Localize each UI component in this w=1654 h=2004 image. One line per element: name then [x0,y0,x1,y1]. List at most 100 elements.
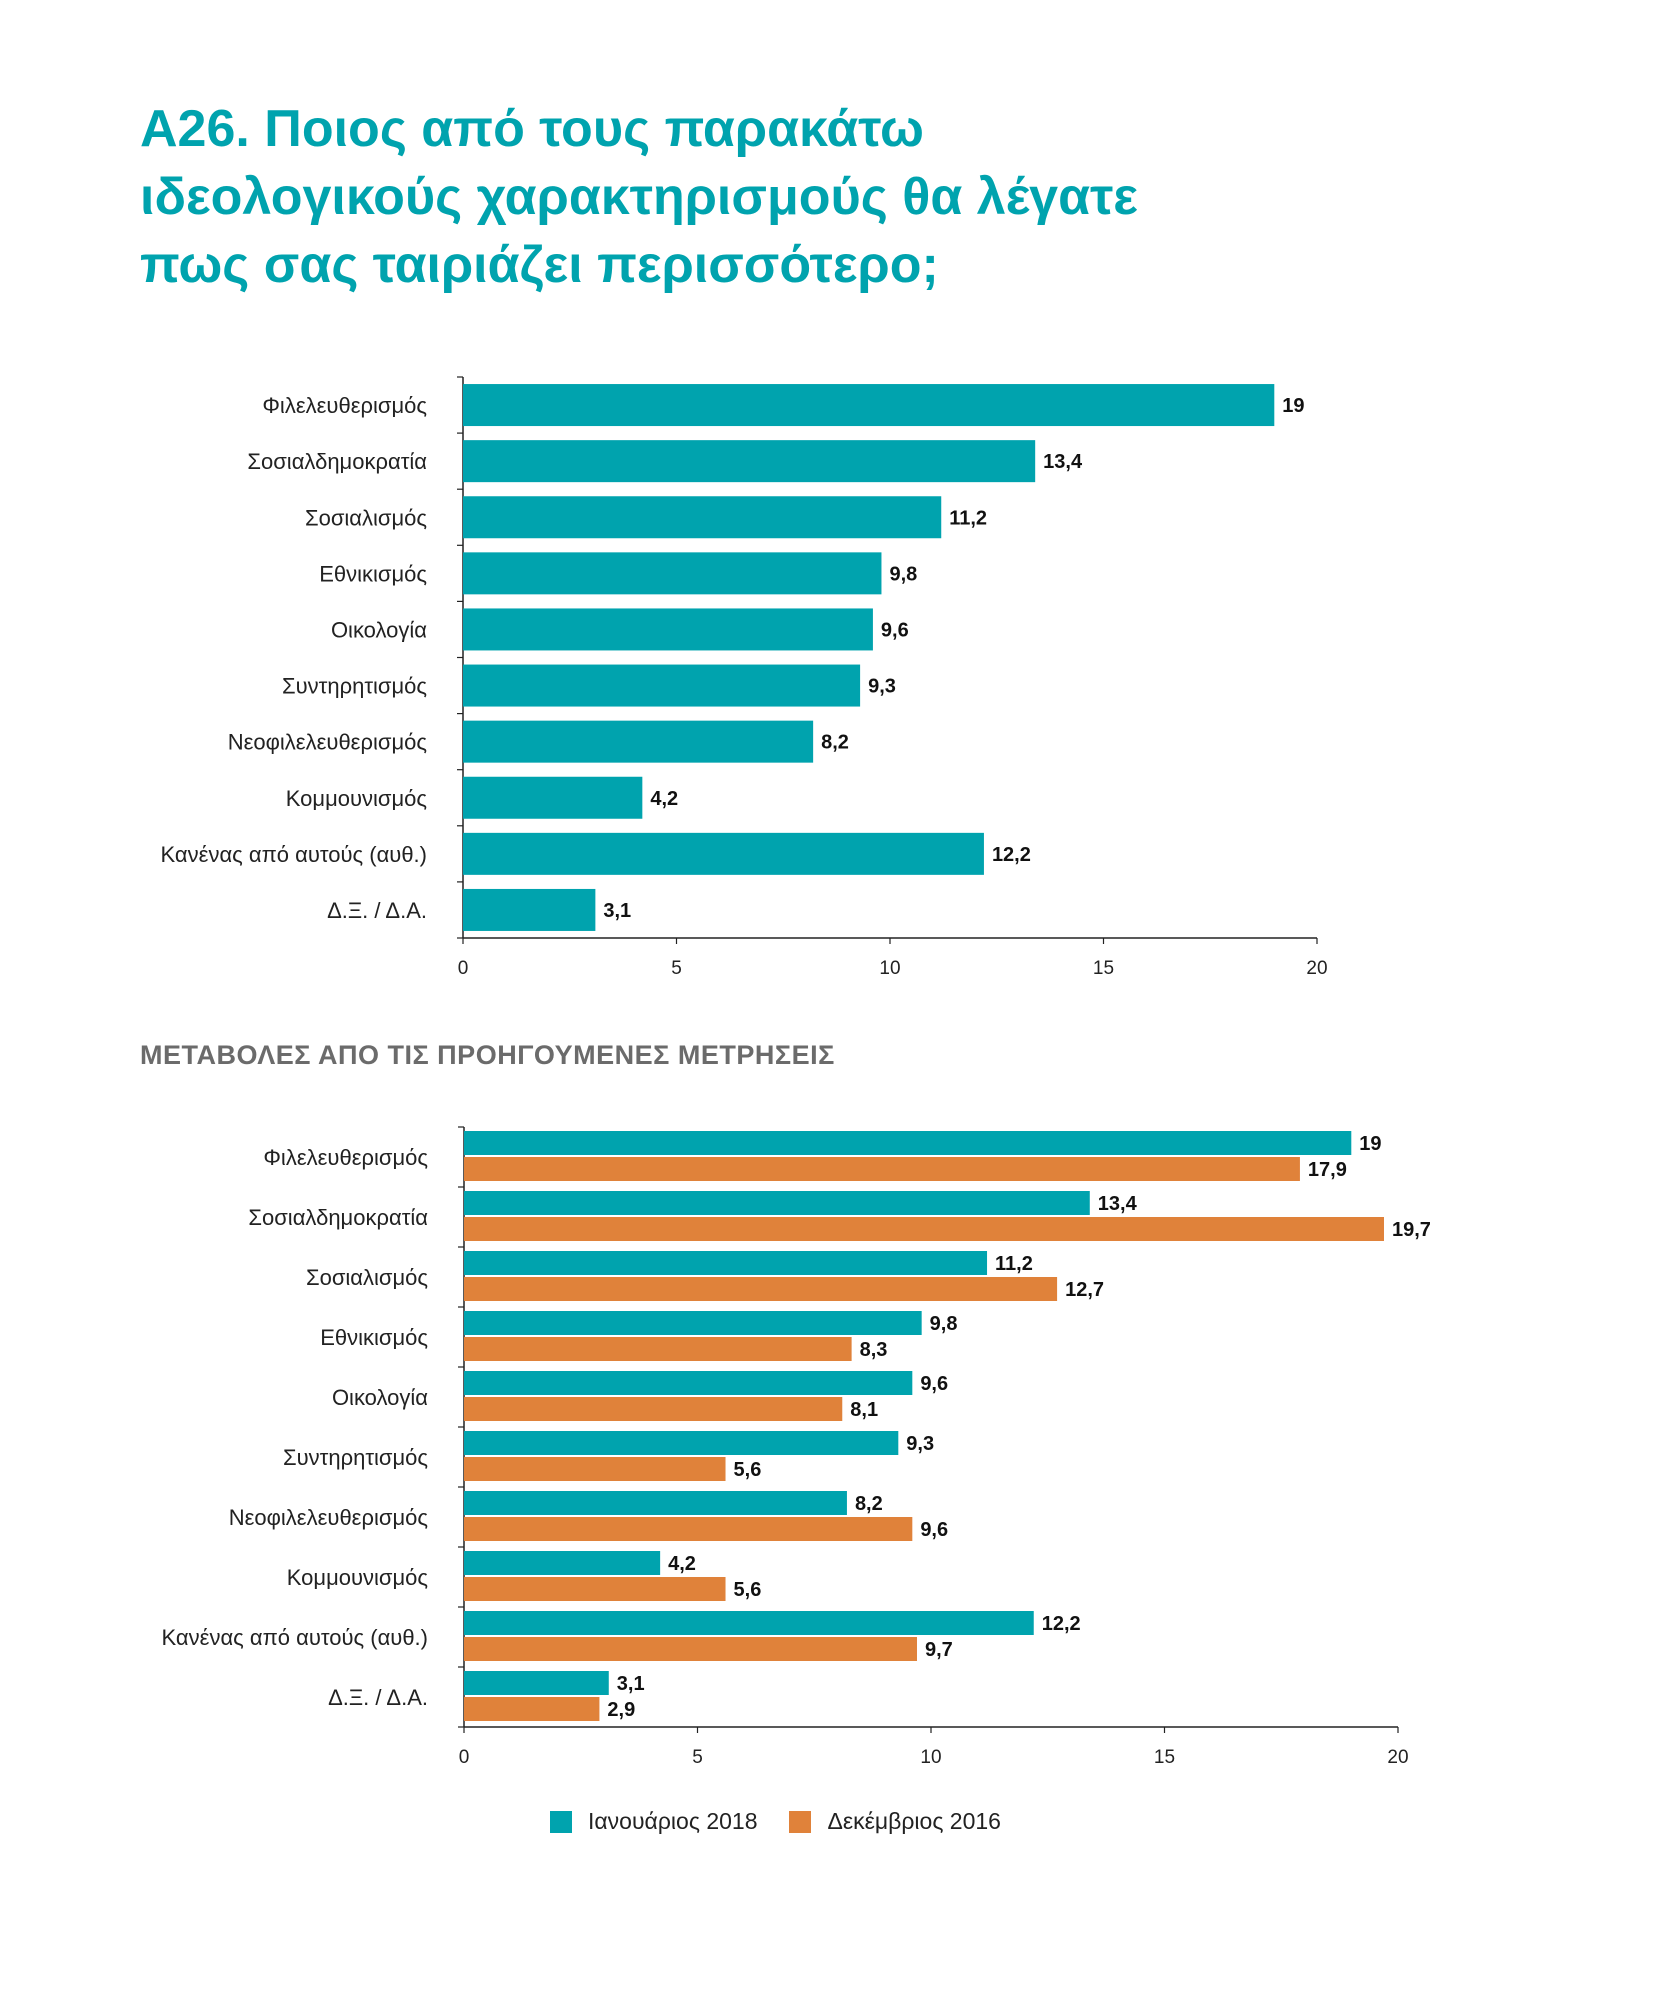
category-label: Εθνικισμός [319,561,427,586]
category-label: Κανένας από αυτούς (αυθ.) [162,1625,428,1650]
value-label: 13,4 [1043,451,1083,473]
value-label: 13,4 [1098,1193,1138,1215]
chart-single-series: 0 5 10 15 20 Φιλελευθερισμός 19 Σοσιαλδημοκρατί… [161,376,1328,979]
bar [464,1157,1300,1181]
value-label: 9,6 [881,619,909,641]
bar [463,664,861,707]
x-tick-label: 20 [1387,1747,1408,1768]
value-label: 9,7 [925,1639,953,1661]
value-label: 12,2 [1042,1613,1081,1635]
value-label: 3,1 [617,1673,645,1695]
category-label: Φιλελευθερισμός [263,1145,428,1170]
legend-swatch-orange [789,1810,812,1833]
category-label: Κομμουνισμός [286,786,427,811]
value-label: 17,9 [1308,1159,1347,1181]
category-label: Συντηρητισμός [283,1445,428,1470]
value-label: 12,2 [992,844,1031,866]
legend-label-jan-2018: Ιανουάριος 2018 [588,1808,758,1834]
title-line-1: Α26. Ποιος από τους παρακάτω [140,100,924,158]
bar [464,1517,913,1541]
value-label: 12,7 [1065,1279,1104,1301]
bar [464,1577,726,1601]
bar [464,1491,847,1515]
bar [464,1251,988,1275]
value-label: 9,8 [889,563,917,585]
title-line-3: πως σας ταιριάζει περισσότερο; [140,236,939,294]
category-label: Δ.Ξ. / Δ.Α. [327,898,427,923]
bar [464,1397,843,1421]
category-label: Συντηρητισμός [282,674,427,699]
bar [464,1131,1352,1155]
value-label: 11,2 [995,1253,1033,1275]
category-label: Κανένας από αυτούς (αυθ.) [161,842,427,867]
category-label: Κομμουνισμός [287,1565,428,1590]
legend: Ιανουάριος 2018 Δεκέμβριος 2016 [550,1808,1033,1835]
value-label: 9,8 [930,1313,958,1335]
value-label: 8,1 [850,1399,878,1421]
value-label: 9,6 [920,1373,948,1395]
value-label: 8,2 [855,1493,883,1515]
category-label: Νεοφιλελευθερισμός [229,1505,428,1530]
comparison-subtitle: ΜΕΤΑΒΟΛΕΣ ΑΠΟ ΤΙΣ ΠΡΟΗΓΟΥΜΕΝΕΣ ΜΕΤΡΗΣΕΙΣ [140,1040,835,1070]
bar [464,1431,899,1455]
value-label: 9,3 [906,1433,934,1455]
x-tick-label: 0 [459,1747,470,1768]
category-label: Φιλελευθερισμός [262,393,427,418]
value-label: 8,2 [821,732,849,754]
category-label: Εθνικισμός [320,1325,428,1350]
bar [463,776,643,819]
title-line-2: ιδεολογικούς χαρακτηρισμούς θα λέγατε [140,168,1138,226]
value-label: 19,7 [1392,1219,1431,1241]
category-label: Δ.Ξ. / Δ.Α. [328,1685,428,1710]
x-tick-label: 10 [920,1747,941,1768]
value-label: 4,2 [650,788,678,810]
bar [463,384,1275,427]
bar [464,1371,913,1395]
category-label: Σοσιαλισμός [305,505,427,530]
bar [463,608,873,651]
bar [464,1671,609,1695]
category-label: Οικολογία [331,617,427,642]
value-label: 3,1 [603,900,631,922]
bar [463,888,596,931]
bar [463,440,1036,483]
value-label: 4,2 [668,1553,696,1575]
bar [463,720,814,763]
page-title: Α26. Ποιος από τους παρακάτω ιδεολογικού… [140,95,1440,299]
bar [463,832,984,875]
bar [464,1311,922,1335]
x-tick-label: 5 [671,958,682,979]
bar [464,1457,726,1481]
bar [464,1697,600,1721]
value-label: 9,6 [920,1519,948,1541]
value-label: 19 [1359,1133,1381,1155]
bar [463,552,882,595]
category-label: Σοσιαλισμός [306,1265,428,1290]
bar [464,1191,1090,1215]
category-label: Σοσιαλδημοκρατία [247,449,427,474]
value-label: 19 [1282,395,1304,417]
bar [464,1277,1058,1301]
x-tick-label: 15 [1154,1747,1175,1768]
x-tick-label: 0 [458,958,469,979]
bar [464,1217,1384,1241]
x-tick-label: 15 [1093,958,1114,979]
legend-item-dec-2016: Δεκέμβριος 2016 [789,1808,1001,1835]
bar [464,1337,852,1361]
value-label: 5,6 [734,1579,762,1601]
value-label: 9,3 [868,676,896,698]
x-tick-label: 20 [1306,958,1327,979]
x-tick-label: 5 [692,1747,703,1768]
bar [463,496,942,539]
value-label: 8,3 [860,1339,888,1361]
bar [464,1551,661,1575]
category-label: Νεοφιλελευθερισμός [228,730,427,755]
value-label: 11,2 [949,507,987,529]
value-label: 2,9 [607,1699,635,1721]
bar [464,1611,1034,1635]
category-label: Οικολογία [332,1385,428,1410]
legend-item-jan-2018: Ιανουάριος 2018 [550,1808,757,1835]
x-tick-label: 10 [879,958,900,979]
category-label: Σοσιαλδημοκρατία [248,1205,428,1230]
